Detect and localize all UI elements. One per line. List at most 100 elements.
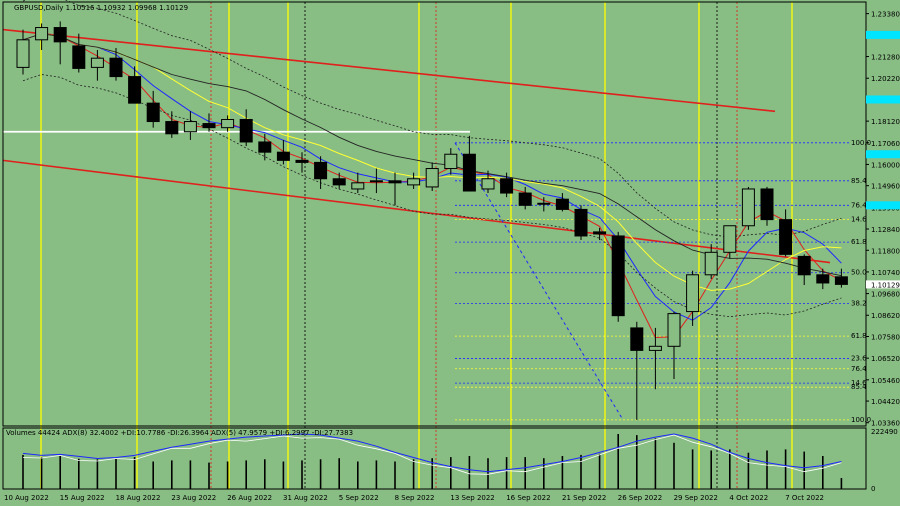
y-tick-label: 1.14960 bbox=[871, 183, 900, 191]
y-tick-label: 1.12840 bbox=[871, 226, 900, 234]
candle-body bbox=[667, 313, 681, 347]
candle-body bbox=[779, 219, 793, 255]
y-tick-label: 1.16000 bbox=[871, 161, 900, 169]
candle-body bbox=[388, 180, 402, 184]
volume-pane-frame bbox=[2, 427, 867, 490]
candle-body bbox=[295, 159, 309, 163]
candle-body bbox=[611, 235, 625, 317]
level-highlight bbox=[866, 95, 900, 104]
fib-label: 61.8 bbox=[851, 238, 867, 246]
volume-min-label: 0 bbox=[871, 485, 875, 493]
candle-body bbox=[351, 182, 365, 190]
current-price-box bbox=[866, 280, 900, 289]
candle-body bbox=[500, 178, 514, 194]
y-tick-label: 1.03360 bbox=[871, 420, 900, 428]
fib-label: 85.4 bbox=[851, 177, 867, 185]
candle-body bbox=[146, 102, 160, 123]
x-tick-label: 13 Sep 2022 bbox=[450, 494, 494, 502]
candle-body bbox=[797, 255, 811, 276]
adx-line bbox=[22, 433, 842, 473]
fib-label: 23.6 bbox=[851, 355, 867, 363]
candle-body bbox=[444, 153, 458, 170]
candle-body bbox=[462, 153, 476, 192]
candle-body bbox=[128, 76, 142, 104]
x-tick-label: 15 Aug 2022 bbox=[60, 494, 105, 502]
candle-body bbox=[518, 192, 532, 206]
channel-upper bbox=[2, 28, 776, 113]
candle-body bbox=[686, 274, 700, 313]
level-highlight bbox=[866, 150, 900, 159]
x-tick-label: 10 Aug 2022 bbox=[4, 494, 49, 502]
symbol-header: GBPUSD,Daily 1.10516 1.10932 1.09968 1.1… bbox=[14, 4, 188, 12]
y-tick-label: 1.09680 bbox=[871, 291, 900, 299]
candle-body bbox=[481, 178, 495, 190]
indicator-header: Volumes 44424 ADX(8) 32.4002 +DI:10.7786… bbox=[6, 429, 353, 437]
fib-label: 38.2 bbox=[851, 299, 867, 307]
current-price-label: 1.10129 bbox=[871, 281, 900, 289]
candle-body bbox=[741, 188, 755, 227]
y-tick-label: 1.10740 bbox=[871, 269, 900, 277]
candle-body bbox=[630, 327, 644, 351]
y-tick-label: 1.07580 bbox=[871, 334, 900, 342]
candle-body bbox=[332, 178, 346, 186]
fib-label: 50.0 bbox=[851, 269, 867, 277]
fib-label: 14.6 bbox=[851, 216, 867, 224]
x-tick-label: 21 Sep 2022 bbox=[562, 494, 606, 502]
fib-label: 14.6 bbox=[851, 379, 867, 387]
x-tick-label: 16 Sep 2022 bbox=[506, 494, 550, 502]
x-tick-label: 4 Oct 2022 bbox=[729, 494, 768, 502]
candle-body bbox=[369, 180, 383, 183]
y-tick-label: 1.11800 bbox=[871, 247, 900, 255]
y-tick-label: 1.04420 bbox=[871, 398, 900, 406]
x-tick-label: 26 Aug 2022 bbox=[227, 494, 272, 502]
y-tick-label: 1.20220 bbox=[871, 75, 900, 83]
fib-label: 76.4 bbox=[851, 365, 867, 373]
fib-label: 61.8 bbox=[851, 332, 867, 340]
y-tick-label: 1.21280 bbox=[871, 54, 900, 62]
y-tick-label: 1.17060 bbox=[871, 140, 900, 148]
y-tick-label: 1.23380 bbox=[871, 11, 900, 19]
y-tick-label: 1.18120 bbox=[871, 118, 900, 126]
candles bbox=[16, 21, 848, 420]
volume-max-label: 222490 bbox=[871, 428, 898, 436]
fib-label: 100.0 bbox=[851, 416, 871, 424]
x-tick-label: 8 Sep 2022 bbox=[395, 494, 435, 502]
fib-label: 76.4 bbox=[851, 201, 867, 209]
candle-body bbox=[165, 121, 179, 135]
y-tick-label: 1.06520 bbox=[871, 355, 900, 363]
volume-pane bbox=[22, 433, 843, 489]
x-tick-label: 7 Oct 2022 bbox=[785, 494, 824, 502]
candle-body bbox=[593, 231, 607, 235]
x-tick-label: 18 Aug 2022 bbox=[116, 494, 161, 502]
x-tick-label: 31 Aug 2022 bbox=[283, 494, 328, 502]
candle-body bbox=[816, 274, 830, 284]
adx-line-2 bbox=[22, 434, 842, 475]
fibonacci-levels: 100.0 85.4 76.4 61.8 50.0 38.2 23.6 14.6 14.6 61.… bbox=[455, 139, 871, 424]
candle-body bbox=[72, 45, 86, 69]
band-upper bbox=[22, 0, 842, 238]
candle-body bbox=[183, 121, 197, 133]
candle-body bbox=[35, 27, 49, 41]
time-markers bbox=[40, 2, 793, 489]
fib-label: 100.0 bbox=[851, 139, 871, 147]
candle-body bbox=[648, 345, 662, 351]
candle-body bbox=[555, 198, 569, 210]
candle-body bbox=[202, 123, 216, 129]
x-tick-label: 26 Sep 2022 bbox=[618, 494, 662, 502]
candle-body bbox=[53, 27, 67, 43]
candle-body bbox=[239, 118, 253, 143]
candle-body bbox=[704, 251, 718, 276]
candle-body bbox=[537, 202, 551, 205]
level-highlight bbox=[866, 201, 900, 210]
candle-body bbox=[425, 168, 439, 188]
x-tick-label: 29 Sep 2022 bbox=[674, 494, 718, 502]
candle-body bbox=[407, 178, 421, 186]
price-pane-frame bbox=[2, 1, 867, 427]
x-tick-label: 23 Aug 2022 bbox=[171, 494, 216, 502]
candle-body bbox=[221, 118, 235, 129]
band-lower bbox=[22, 74, 842, 318]
candle-body bbox=[90, 57, 104, 68]
candle-body bbox=[314, 161, 328, 180]
